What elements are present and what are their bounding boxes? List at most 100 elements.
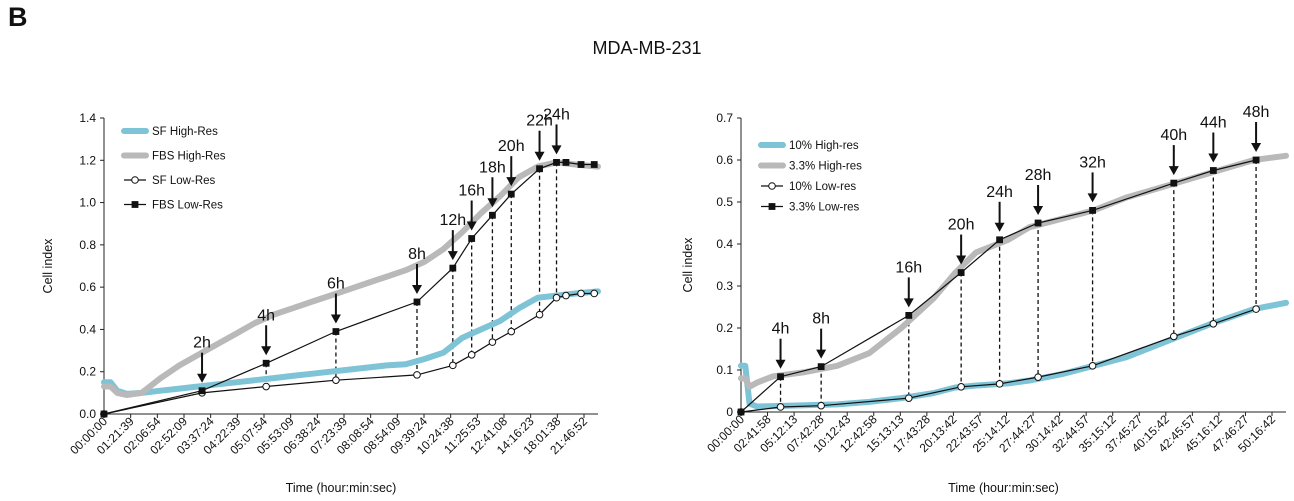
data-point-open-circle	[507, 327, 516, 336]
annotation-arrow-head	[487, 198, 498, 208]
legend-marker-filled-square	[131, 201, 139, 208]
series-line-fbs-high-res	[101, 159, 601, 398]
y-tick-label: 1.0	[79, 196, 96, 210]
legend-entry-label: 10% Low-res	[789, 181, 856, 193]
annotation-arrow-head	[551, 145, 562, 155]
annotation-label: 8h	[812, 311, 830, 328]
annotation-arrow-head	[506, 177, 517, 187]
annotation-label: 44h	[1200, 115, 1227, 132]
data-point-filled-square	[489, 211, 496, 219]
data-point-filled-square	[1252, 156, 1260, 164]
data-point-filled-square	[905, 312, 913, 319]
y-tick-label: 0.5	[716, 195, 733, 209]
data-point-open-circle	[577, 289, 585, 298]
legend-entry-label: 10% High-res	[789, 140, 859, 152]
legend-entry-label: 3.3% High-res	[789, 161, 862, 173]
data-point-filled-square	[1170, 179, 1178, 187]
annotation-arrow-head	[775, 359, 786, 369]
annotation-arrow-head	[261, 346, 272, 356]
annotation-arrow-head	[534, 151, 545, 161]
annotation-label: 20h	[948, 217, 975, 234]
data-point-open-circle	[449, 361, 457, 370]
data-point-filled-square	[817, 363, 825, 371]
annotation-arrow-head	[956, 255, 967, 265]
y-tick-label: 0.3	[716, 279, 733, 293]
annotation-arrow-head	[197, 373, 208, 383]
annotation-label: 28h	[1025, 167, 1052, 184]
y-tick-label: 0.0	[79, 407, 96, 421]
data-point-open-circle	[1088, 362, 1097, 370]
chart-right: 00.10.20.30.40.50.60.700:00:0002:41:5805…	[681, 104, 1289, 495]
annotation-label: 20h	[498, 138, 525, 155]
y-tick-label: 0.4	[79, 322, 96, 336]
annotation-label: 4h	[257, 307, 275, 324]
annotation-label: 40h	[1160, 127, 1187, 144]
annotation-arrow-head	[903, 298, 914, 308]
data-point-open-circle	[332, 376, 340, 384]
y-tick-label: 0.4	[716, 237, 733, 251]
y-tick-label: 0.2	[716, 321, 733, 335]
annotation-label: 32h	[1079, 154, 1106, 171]
annotation-arrow-head	[1087, 193, 1098, 203]
data-point-filled-square	[413, 298, 421, 306]
y-tick-label: 0.8	[79, 238, 96, 252]
annotation-arrow-head	[994, 222, 1005, 232]
legend-marker-open-circle	[131, 176, 139, 184]
annotation-label: 22h	[526, 113, 553, 130]
data-point-filled-square	[1089, 207, 1096, 214]
legend-marker-open-circle	[768, 182, 776, 190]
data-point-filled-square	[332, 328, 340, 335]
annotation-label: 8h	[408, 246, 426, 263]
y-tick-label: 1.4	[79, 111, 96, 125]
y-tick-label: 0.6	[716, 153, 733, 167]
annotation-label: 24h	[543, 106, 570, 123]
data-point-open-circle	[488, 338, 497, 346]
legend-entry-label: FBS High-Res	[152, 151, 226, 163]
annotation-arrow-head	[466, 221, 477, 231]
legend-entry-label: SF Low-Res	[152, 175, 216, 187]
data-point-filled-square	[468, 235, 476, 242]
data-point-open-circle	[535, 310, 544, 319]
data-point-open-circle	[552, 293, 561, 302]
x-axis-label: Time (hour:min:sec)	[948, 481, 1059, 495]
data-point-filled-square	[198, 387, 206, 395]
annotation-label: 6h	[327, 276, 345, 293]
annotation-arrow-head	[1251, 143, 1262, 152]
chart-left: 0.00.20.40.60.81.01.21.400:00:0001:21:39…	[41, 106, 601, 495]
legend-entry-label: SF High-Res	[152, 126, 218, 138]
annotation-label: 16h	[895, 259, 922, 276]
legend-marker-filled-square	[768, 203, 776, 210]
annotation-label: 24h	[986, 184, 1013, 201]
data-point-filled-square	[536, 165, 543, 173]
legend-entry-label: FBS Low-Res	[152, 200, 223, 212]
data-point-filled-square	[737, 408, 745, 416]
legend-entry-label: 3.3% Low-res	[789, 202, 860, 214]
data-point-open-circle	[262, 382, 270, 391]
annotation-arrow-head	[816, 349, 827, 359]
data-point-open-circle	[413, 371, 421, 379]
data-point-open-circle	[467, 351, 476, 359]
y-axis-label: Cell index	[41, 238, 55, 294]
data-point-filled-square	[1209, 167, 1217, 174]
annotation-label: 48h	[1243, 104, 1270, 121]
data-point-filled-square	[562, 159, 570, 166]
x-axis-label: Time (hour:min:sec)	[286, 481, 397, 495]
data-point-open-circle	[1252, 305, 1260, 313]
annotation-label: 16h	[458, 183, 485, 200]
y-tick-label: 0.1	[716, 363, 733, 377]
data-point-filled-square	[1034, 219, 1042, 227]
annotation-label: 2h	[193, 335, 211, 352]
annotation-label: 18h	[479, 159, 506, 176]
data-point-filled-square	[590, 161, 598, 168]
data-point-open-circle	[957, 383, 965, 391]
annotation-arrow-head	[411, 284, 422, 294]
y-tick-label: 1.2	[79, 153, 96, 167]
y-axis-label: Cell index	[681, 237, 695, 293]
data-point-open-circle	[817, 401, 825, 410]
data-point-open-circle	[1034, 373, 1042, 381]
data-point-open-circle	[562, 291, 570, 300]
annotation-label: 4h	[772, 321, 790, 338]
data-point-filled-square	[957, 269, 965, 276]
data-point-open-circle	[904, 394, 913, 402]
data-point-open-circle	[1209, 320, 1218, 328]
